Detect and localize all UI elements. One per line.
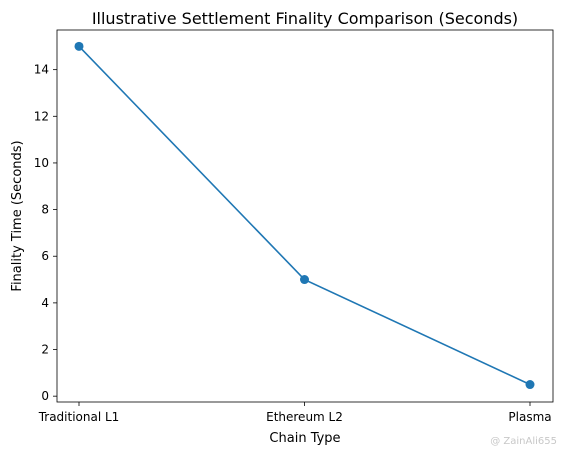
x-axis-ticks: Traditional L1 Ethereum L2 Plasma	[38, 402, 552, 424]
series-layer	[74, 41, 535, 390]
series-line	[78, 45, 531, 386]
y-tick-label: 0	[41, 389, 49, 403]
y-tick-label: 14	[34, 63, 49, 77]
data-point-marker	[74, 41, 84, 51]
data-point-marker	[300, 275, 309, 285]
data-point-marker	[525, 380, 535, 390]
x-tick-label: Ethereum L2	[266, 410, 343, 424]
x-axis-label: Chain Type	[269, 431, 340, 446]
x-tick-label: Traditional L1	[38, 410, 120, 424]
watermark-text: @ ZainAli655	[490, 436, 557, 447]
chart-title: Illustrative Settlement Finality Compari…	[92, 9, 518, 28]
y-tick-label: 6	[41, 249, 49, 263]
y-tick-label: 8	[41, 203, 49, 217]
y-tick-label: 10	[34, 156, 49, 170]
y-tick-label: 2	[41, 343, 49, 357]
plot-area-frame	[56, 29, 554, 403]
y-axis-ticks: 0 2 4 6 8 10 12 14	[34, 63, 57, 403]
watermark: @ ZainAli655	[490, 436, 557, 447]
y-tick-label: 12	[34, 109, 49, 123]
y-tick-label: 4	[41, 296, 49, 310]
y-axis-label: Finality Time (Seconds)	[10, 140, 25, 291]
x-tick-label: Plasma	[508, 410, 551, 424]
